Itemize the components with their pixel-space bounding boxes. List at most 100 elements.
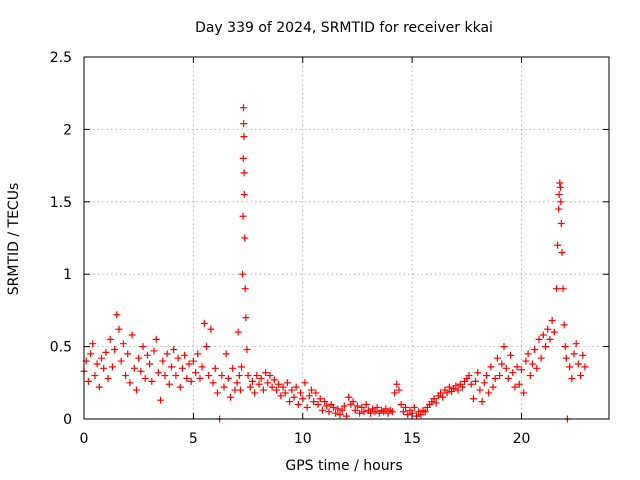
data-point-18 [119,340,127,348]
data-point-29 [143,351,151,359]
data-point-114 [303,403,311,411]
data-point-42 [172,372,180,380]
data-point-247 [577,372,585,380]
x-tick-label-1: 5 [189,431,198,447]
data-point-130 [338,406,346,414]
data-point-9 [100,364,108,372]
data-point-233 [556,183,564,191]
data-point-154 [391,389,399,397]
data-point-173 [432,399,440,407]
data-point-128 [334,405,342,413]
data-point-207 [507,351,515,359]
data-point-4 [89,340,97,348]
data-point-176 [439,393,447,401]
data-point-56 [203,343,210,351]
data-point-122 [321,398,329,406]
data-point-89 [248,377,256,385]
data-point-95 [262,369,270,377]
data-point-119 [314,401,322,409]
data-point-10 [102,348,110,356]
y-tick-label-4: 2 [63,122,72,138]
data-point-113 [301,379,309,387]
data-point-131 [340,402,348,410]
data-point-120 [316,395,324,403]
data-point-60 [211,364,219,372]
data-point-223 [542,343,550,351]
data-point-112 [299,395,307,403]
data-point-14 [111,345,119,353]
data-point-90 [251,389,259,397]
data-point-219 [533,364,541,372]
data-point-182 [452,382,460,390]
data-point-97 [266,372,274,380]
data-point-178 [443,389,451,397]
data-point-76 [239,212,247,220]
data-point-210 [513,363,521,371]
data-point-115 [305,392,313,400]
data-point-46 [181,351,189,359]
data-point-86 [243,345,251,353]
data-point-28 [141,374,149,382]
data-point-27 [139,343,147,351]
data-point-239 [561,343,569,351]
data-point-218 [531,345,539,353]
data-point-236 [558,248,566,256]
data-point-2 [84,377,92,385]
data-point-47 [183,374,191,382]
data-point-229 [554,241,562,249]
data-point-215 [524,350,532,358]
data-point-226 [548,317,556,325]
data-point-84 [241,285,249,293]
data-point-48 [185,360,193,368]
data-point-34 [154,369,162,377]
data-point-64 [220,383,228,391]
data-point-92 [255,380,263,388]
data-point-108 [290,393,298,401]
data-point-5 [91,372,99,380]
grid [84,57,609,419]
data-point-96 [264,379,272,387]
data-point-159 [402,403,410,411]
data-point-106 [286,398,294,406]
data-point-35 [157,396,165,404]
data-point-188 [465,372,473,380]
data-point-52 [194,350,202,358]
y-axis-label: SRMTID / TECUs [6,183,22,296]
data-point-100 [273,386,280,394]
data-point-19 [122,372,130,380]
data-point-227 [550,328,558,336]
data-point-77 [239,154,247,162]
data-point-37 [161,372,169,380]
data-point-70 [233,379,241,387]
data-point-74 [238,363,245,371]
data-point-20 [124,350,132,358]
y-tick-label-0: 0 [63,412,72,428]
tick-labels: 0 5 10 15 20 0 0.5 1 1.5 2 2.5 [50,50,531,447]
data-point-155 [393,380,401,388]
data-point-6 [93,360,101,368]
data-point-199 [489,383,497,391]
data-point-232 [556,179,564,187]
data-point-23 [130,364,138,372]
data-point-143 [367,409,375,417]
data-point-222 [539,331,547,339]
data-point-189 [467,380,475,388]
data-point-87 [244,372,252,380]
data-point-101 [275,380,283,388]
data-point-8 [98,354,105,362]
data-point-51 [192,369,200,377]
data-point-117 [310,398,318,406]
data-point-238 [560,321,568,329]
data-point-94 [259,386,267,394]
data-point-116 [308,386,315,394]
data-point-81 [240,169,248,177]
data-point-164 [413,412,420,420]
data-point-138 [356,409,364,417]
data-point-133 [345,393,353,401]
data-point-30 [146,360,154,368]
data-point-129 [336,411,344,419]
data-point-103 [279,383,287,391]
data-point-123 [323,402,331,410]
data-point-220 [535,335,543,343]
data-point-25 [135,354,143,362]
